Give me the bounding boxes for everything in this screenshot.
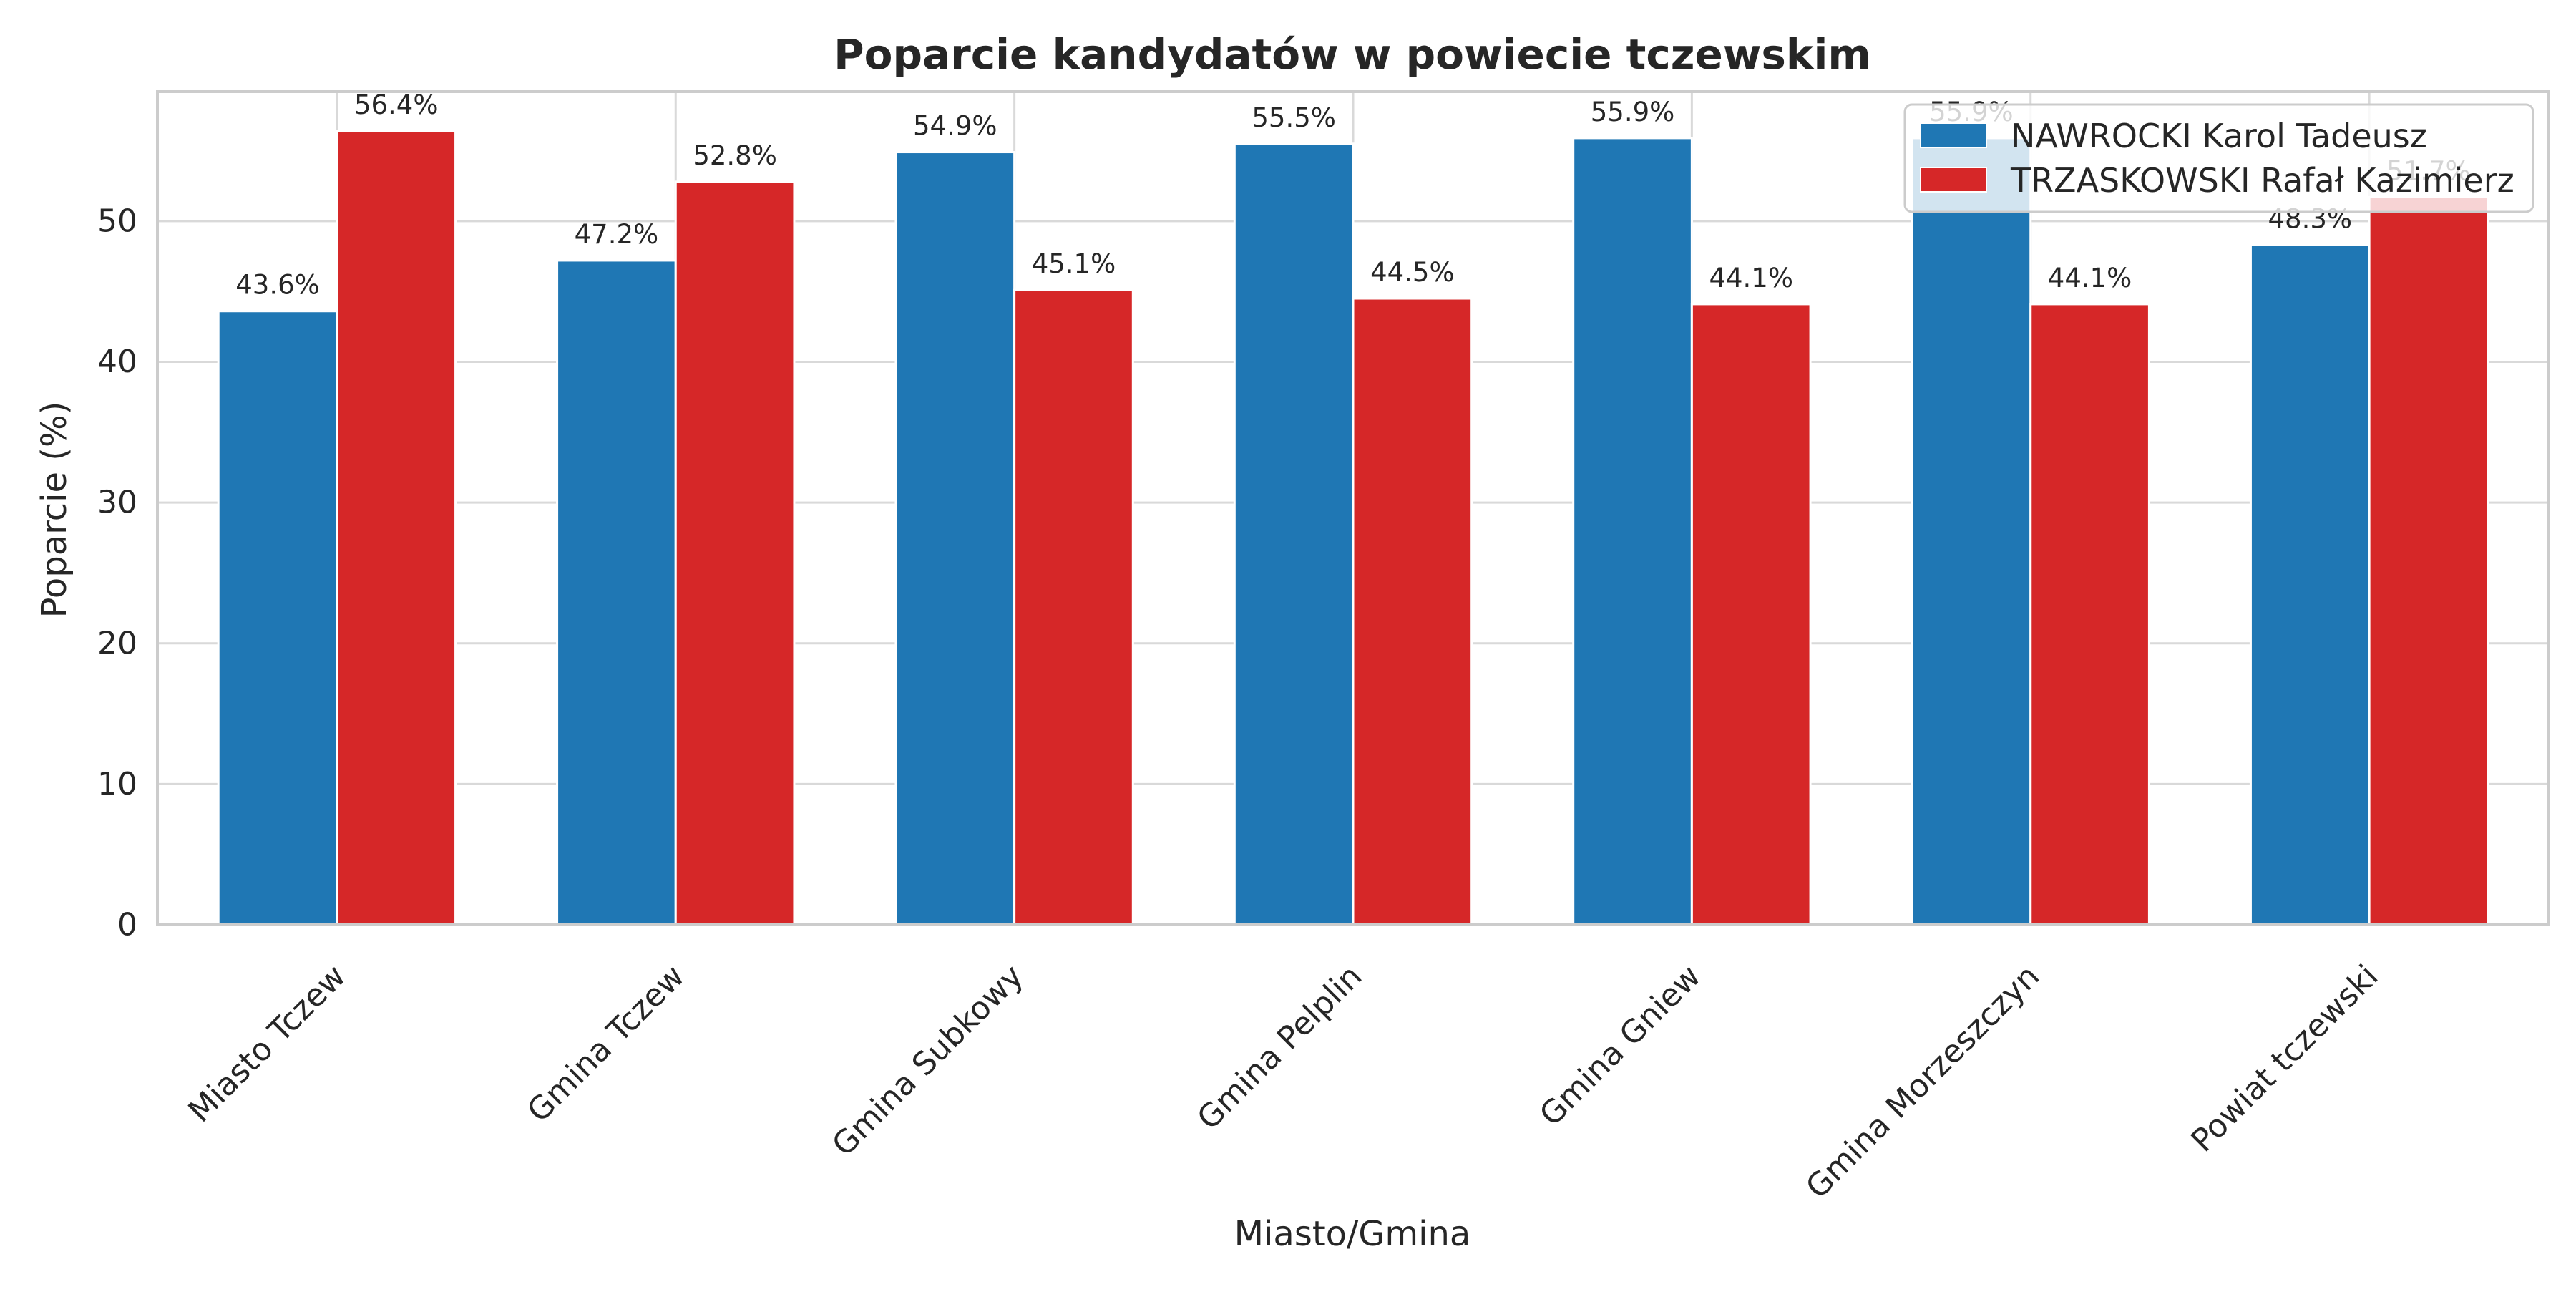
x-axis-label: Miasto/Gmina (1234, 1214, 1471, 1254)
bar (1233, 142, 1355, 926)
y-tick-label: 20 (97, 625, 137, 661)
y-tick-label: 30 (97, 485, 137, 521)
bar (556, 259, 677, 926)
value-label: 43.6% (235, 270, 320, 301)
bar (336, 130, 457, 926)
bar (1352, 297, 1473, 926)
bar (1013, 288, 1134, 926)
y-axis-label: Poparcie (%) (34, 402, 74, 618)
value-label: 56.4% (354, 89, 439, 120)
value-label: 44.1% (1709, 263, 1793, 293)
value-label: 47.2% (575, 219, 659, 250)
bars (217, 130, 2489, 926)
legend-label: NAWROCKI Karol Tadeusz (2011, 117, 2427, 155)
value-label: 55.9% (1591, 97, 1675, 127)
bar (1572, 137, 1693, 926)
legend-swatch (1920, 122, 1987, 148)
y-tick-label: 40 (97, 344, 137, 380)
value-label: 45.1% (1032, 248, 1116, 279)
bar (2249, 243, 2371, 926)
bar (894, 151, 1016, 926)
bar (2029, 303, 2150, 926)
value-label: 54.9% (913, 111, 997, 142)
value-label: 52.8% (693, 140, 777, 171)
bar (674, 180, 796, 926)
chart-title: Poparcie kandydatów w powiecie tczewskim (834, 30, 1871, 79)
legend-swatch (1920, 167, 1987, 193)
bar (217, 310, 338, 926)
plot-frame (156, 90, 2550, 926)
value-label: 44.5% (1370, 257, 1455, 288)
y-tick-label: 50 (97, 203, 137, 239)
y-axis-ticks: 0 10 20 30 40 50 (97, 203, 137, 943)
value-label: 55.5% (1252, 102, 1336, 133)
bar (1911, 137, 2032, 926)
y-tick-label: 10 (97, 766, 137, 802)
bar (1690, 303, 1812, 926)
value-label: 44.1% (2048, 263, 2132, 293)
legend-label: TRZASKOWSKI Rafał Kazimierz (2010, 161, 2514, 200)
legend: NAWROCKI Karol Tadeusz TRZASKOWSKI Rafał … (1903, 103, 2534, 213)
legend-box (1903, 103, 2534, 213)
bar (2368, 195, 2489, 926)
y-tick-label: 0 (117, 907, 137, 943)
